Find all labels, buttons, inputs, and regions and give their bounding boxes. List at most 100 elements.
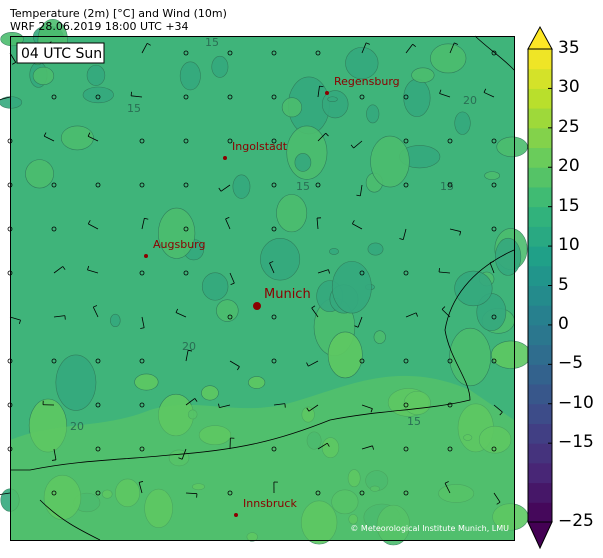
calm-wind-marker: [139, 138, 145, 144]
contour-region: [345, 47, 379, 80]
calm-wind-marker: [491, 182, 497, 188]
colorbar-tick-label: −15: [558, 432, 594, 453]
calm-wind-marker: [315, 182, 321, 188]
wind-barb: [185, 349, 193, 362]
calm-wind-marker: [491, 446, 497, 452]
calm-wind-marker: [95, 446, 101, 452]
colorbar-tick-label: −25: [558, 511, 594, 531]
colorbar-tick-label: 25: [558, 116, 580, 137]
colorbar-extend-min: [527, 521, 553, 550]
wind-barb: [317, 269, 330, 274]
contour-region: [248, 376, 266, 389]
contour-label: 15: [127, 102, 141, 115]
colorbar-band: [528, 68, 552, 89]
colorbar-band: [528, 285, 552, 306]
calm-wind-marker: [491, 50, 497, 56]
calm-wind-marker: [51, 226, 57, 232]
colorbar-band: [528, 403, 552, 424]
calm-wind-marker: [403, 182, 409, 188]
colorbar-tick-label: −10: [558, 392, 594, 413]
colorbar-band: [528, 226, 552, 247]
calm-wind-marker: [403, 358, 409, 364]
calm-wind-marker: [271, 182, 277, 188]
calm-wind-marker: [139, 182, 145, 188]
wind-barb: [42, 400, 55, 406]
wind-barb: [317, 85, 324, 98]
contour-region: [55, 354, 97, 411]
wind-barb: [87, 220, 99, 230]
calm-wind-marker: [359, 270, 365, 276]
contour-region: [373, 330, 386, 344]
calm-wind-marker: [183, 270, 189, 276]
calm-wind-marker: [271, 358, 277, 364]
city-label: Ingolstadt: [232, 140, 288, 153]
colorbar-band: [528, 384, 552, 405]
contour-region: [32, 66, 55, 85]
border-line: [10, 249, 515, 471]
alpine-region: [10, 375, 514, 540]
wind-barb: [185, 398, 198, 406]
calm-wind-marker: [491, 358, 497, 364]
wind-barb: [218, 184, 231, 192]
colorbar-band: [528, 423, 552, 444]
wind-barb: [306, 404, 319, 412]
calm-wind-marker: [447, 402, 453, 408]
contour-region: [430, 43, 467, 74]
colorbar-tick-label: −5: [558, 353, 584, 374]
city-dot: [253, 302, 261, 310]
colorbar-tick-label: 5: [558, 274, 569, 295]
city-label: Augsburg: [153, 238, 205, 251]
wind-barb: [269, 261, 275, 274]
wind-barb: [361, 445, 374, 450]
wind-barb: [306, 360, 319, 367]
contour-label: 20: [182, 340, 196, 353]
contour-region: [327, 331, 363, 379]
calm-wind-marker: [227, 94, 233, 100]
wind-barb: [350, 140, 363, 149]
temperature-field: 15 15 15 15 20 20 20 15: [0, 18, 532, 546]
colorbar-band: [528, 49, 552, 70]
wind-barb: [361, 42, 370, 54]
calm-wind-marker: [183, 138, 189, 144]
wind-barb: [399, 228, 407, 241]
calm-wind-marker: [491, 226, 497, 232]
wind-barb: [9, 316, 21, 325]
wind-barb: [449, 42, 459, 54]
wind-barb: [493, 404, 503, 416]
colorbar-tick-label: 30: [558, 77, 580, 98]
colorbar-band: [528, 265, 552, 286]
contour-region: [286, 125, 328, 180]
calm-wind-marker: [95, 358, 101, 364]
wind-barb: [138, 481, 144, 494]
copyright: © Meteorological Institute Munich, LMU: [350, 524, 509, 533]
contour-region: [495, 237, 522, 276]
contour-label: 15: [440, 180, 454, 193]
wind-barb: [439, 89, 451, 98]
city-label: Munich: [264, 287, 311, 302]
border-line: [39, 499, 101, 541]
calm-wind-marker: [183, 50, 189, 56]
contour-region: [331, 261, 372, 314]
colorbar-band: [528, 305, 552, 326]
calm-wind-marker: [447, 446, 453, 452]
colorbar-tick-label: 10: [558, 235, 580, 256]
city-label: Regensburg: [334, 75, 400, 88]
wind-barb: [317, 132, 329, 142]
calm-wind-marker: [491, 138, 497, 144]
wind-barb: [489, 261, 495, 274]
contour-region: [329, 248, 339, 255]
city-markers: Regensburg Ingolstadt Augsburg Munich Innsbr…: [144, 75, 400, 517]
colorbar-band: [528, 246, 552, 267]
calm-wind-marker: [403, 138, 409, 144]
wind-barb: [493, 492, 501, 505]
wind-stations: [0, 41, 503, 505]
contour-region: [449, 327, 492, 387]
contour-region: [496, 136, 528, 158]
wind-barb: [141, 42, 151, 54]
wind-barb: [449, 228, 462, 236]
contour-label: 15: [205, 36, 219, 49]
calm-wind-marker: [447, 138, 453, 144]
calm-wind-marker: [359, 94, 365, 100]
contour-region: [179, 61, 201, 91]
wind-barb: [87, 132, 99, 142]
